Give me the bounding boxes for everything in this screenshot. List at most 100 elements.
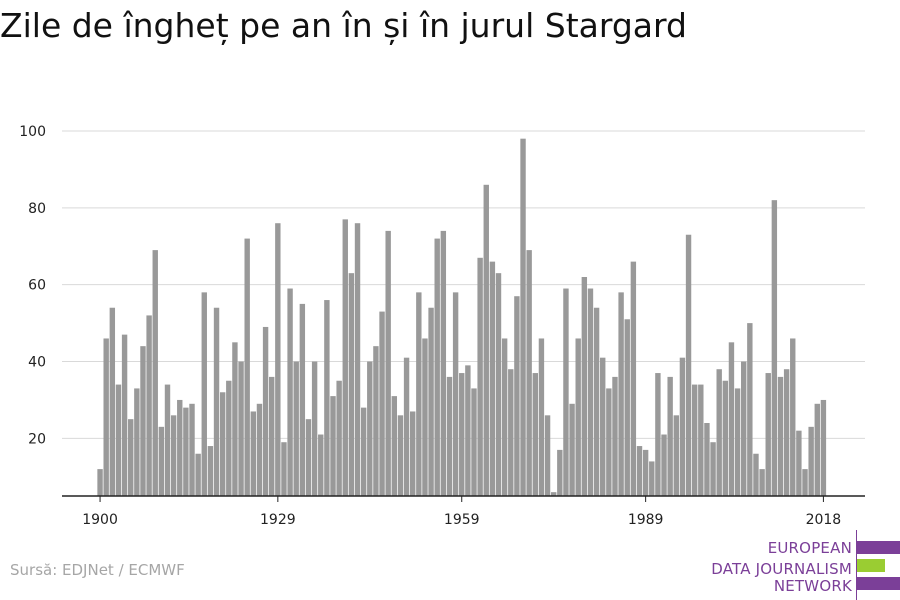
bar-1924 (244, 238, 250, 496)
logo-line-2: DATA JOURNALISM (711, 560, 852, 578)
x-tick-label: 1900 (82, 512, 118, 528)
bar-1901 (103, 338, 109, 496)
y-tick-label: 80 (28, 201, 46, 217)
bar-2018 (820, 399, 827, 496)
bar-1900 (97, 469, 103, 496)
bar-1954 (428, 307, 434, 496)
bar-1944 (367, 361, 373, 496)
bar-1920 (219, 392, 226, 496)
x-axis: 1900 1929 1959 1989 2018 (62, 495, 865, 528)
bar-2004 (734, 388, 741, 496)
bar-1976 (563, 288, 569, 496)
bar-1937 (324, 300, 330, 496)
bar-2006 (747, 323, 753, 496)
bar-1990 (649, 461, 655, 496)
bar-1984 (612, 376, 618, 496)
bar-1971 (532, 373, 538, 496)
logo-line-1: EUROPEAN (767, 539, 852, 557)
bar-1963 (483, 184, 489, 497)
bars (97, 138, 827, 497)
bar-1951 (410, 411, 416, 496)
bar-1908 (146, 315, 152, 496)
bar-1938 (330, 396, 336, 496)
bar-2010 (771, 200, 778, 496)
bar-1940 (342, 219, 348, 496)
bar-1968 (514, 296, 520, 496)
bar-2015 (802, 469, 808, 496)
y-tick-label: 60 (28, 278, 46, 294)
bar-1989 (642, 449, 649, 496)
bar-1985 (618, 292, 624, 496)
bar-1930 (281, 442, 287, 496)
bar-2014 (796, 430, 802, 496)
bar-1983 (606, 388, 612, 496)
bar-2017 (814, 403, 820, 496)
bar-1973 (544, 415, 551, 496)
bar-2000 (710, 442, 716, 496)
bar-1910 (158, 426, 165, 496)
bar-1905 (128, 419, 134, 496)
bar-1935 (311, 361, 318, 496)
bar-1943 (360, 407, 367, 496)
bar-1934 (305, 419, 312, 496)
edjnet-logo: EUROPEAN DATA JOURNALISM NETWORK (700, 530, 900, 600)
bar-1933 (299, 303, 306, 496)
logo-divider (856, 530, 857, 600)
bar-1992 (661, 434, 667, 496)
bar-1988 (636, 446, 643, 496)
bar-1903 (115, 384, 122, 496)
bar-2007 (753, 453, 759, 496)
x-tick-label: 1929 (260, 512, 296, 528)
x-tick-label: 1959 (444, 512, 480, 528)
bar-1999 (704, 423, 710, 496)
bar-1941 (348, 273, 355, 496)
bar-1967 (508, 369, 514, 496)
bar-1916 (195, 453, 201, 496)
bar-1902 (109, 307, 116, 496)
bar-2011 (777, 376, 784, 496)
bar-1995 (679, 357, 686, 496)
bar-1939 (336, 380, 342, 496)
bar-1960 (465, 365, 471, 496)
bar-1921 (226, 380, 232, 496)
y-tick-label: 20 (28, 431, 46, 447)
bar-1923 (238, 361, 244, 496)
bar-1928 (269, 376, 275, 496)
bar-1998 (698, 384, 704, 496)
bar-1975 (557, 449, 563, 496)
bar-1993 (667, 376, 673, 496)
bar-1997 (691, 384, 698, 496)
bar-1961 (471, 388, 477, 496)
bar-2016 (808, 426, 814, 496)
bar-1969 (520, 138, 526, 496)
bar-1956 (440, 230, 447, 496)
bar-1931 (287, 288, 293, 496)
bar-2009 (765, 373, 771, 496)
bar-1979 (581, 277, 588, 496)
bar-1913 (177, 399, 183, 496)
bar-1907 (140, 346, 146, 496)
bar-1929 (275, 223, 281, 496)
bar-1965 (495, 273, 502, 496)
bar-1925 (250, 411, 257, 496)
y-axis-ticks: 20 40 60 80 100 (19, 124, 46, 447)
bar-1966 (501, 338, 508, 496)
bar-1927 (262, 326, 269, 496)
bar-1994 (673, 415, 679, 496)
chart-title: Zile de îngheț pe an în și în jurul Star… (0, 6, 687, 45)
bar-1950 (403, 357, 410, 496)
bar-1911 (164, 384, 171, 496)
bar-1952 (416, 292, 422, 496)
bar-2002 (722, 380, 729, 496)
bar-1948 (391, 396, 398, 496)
bar-1953 (422, 338, 428, 496)
bar-1915 (189, 403, 195, 496)
bar-1946 (379, 311, 385, 496)
bar-1912 (170, 415, 177, 496)
bar-1982 (600, 357, 606, 496)
source-note: Sursă: EDJNet / ECMWF (10, 561, 185, 579)
bar-1964 (489, 261, 496, 496)
bar-1932 (293, 361, 299, 496)
bar-1949 (397, 415, 404, 496)
bar-2005 (741, 361, 747, 496)
